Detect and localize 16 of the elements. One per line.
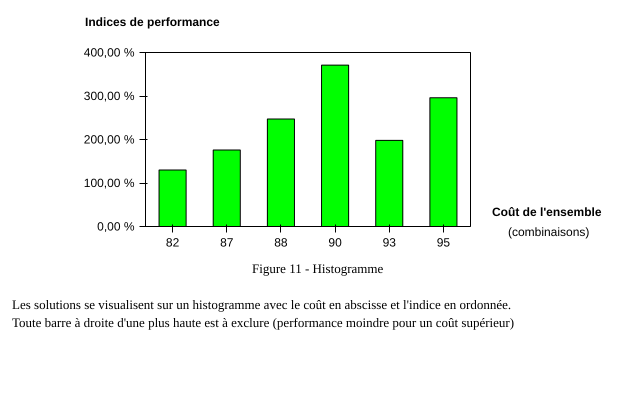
x-tick-label: 93: [382, 236, 396, 250]
y-tick-label: 100,00 %: [84, 176, 135, 190]
x-tick-label: 95: [436, 236, 450, 250]
x-tick-label: 82: [166, 236, 180, 250]
chart-title: Indices de performance: [85, 14, 220, 31]
text: Les solutions se visualisent sur un histogramme avec le coût en abscisse et l'indice en ordonnée.: [12, 296, 512, 314]
y-tick-label: 300,00 %: [84, 89, 135, 103]
x-axis-title: Coût de l'ensemble (combinaisons): [492, 205, 602, 240]
text: Toute barre à droite d'une plus haute est à exclure (performance moindre pour un coût supérieur): [12, 314, 514, 332]
y-tick-label: 200,00 %: [84, 132, 135, 146]
caption: Figure 11 - Histogramme: [252, 260, 384, 278]
x-tick-label: 87: [220, 236, 234, 250]
y-tick-label: 400,00 %: [84, 46, 135, 60]
x-tick-label: 88: [274, 236, 288, 250]
y-tick-label: 0,00 %: [97, 220, 135, 234]
x-tick-label: 90: [328, 236, 342, 250]
